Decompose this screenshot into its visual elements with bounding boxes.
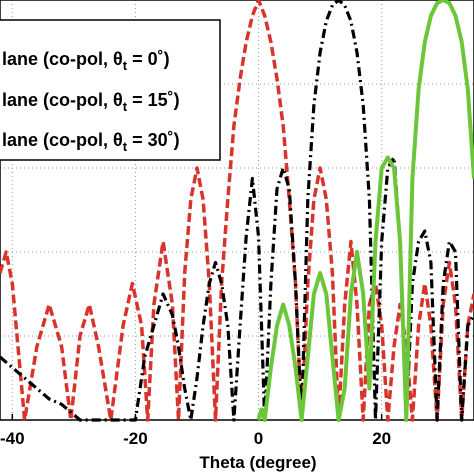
plot-frame <box>0 0 474 421</box>
legend-entry-3: lane (co-pol, θt = 30˚) <box>2 130 180 154</box>
legend: lane (co-pol, θt = 0˚) lane (co-pol, θt … <box>0 19 221 161</box>
legend-entry-1: lane (co-pol, θt = 0˚) <box>2 49 170 73</box>
x-tick-label: -20 <box>123 429 148 448</box>
x-tick-label: 20 <box>372 429 391 448</box>
x-tick-label: 0 <box>254 429 263 448</box>
series-group <box>0 0 474 422</box>
legend-entry-2: lane (co-pol, θt = 15˚) <box>2 90 180 114</box>
series-line-3 <box>256 0 474 422</box>
legend-box <box>0 19 221 161</box>
x-tick-label: -40 <box>0 429 25 448</box>
x-axis-title: Theta (degree) <box>199 453 316 472</box>
x-ticks: -40 -20 0 20 <box>0 414 391 448</box>
